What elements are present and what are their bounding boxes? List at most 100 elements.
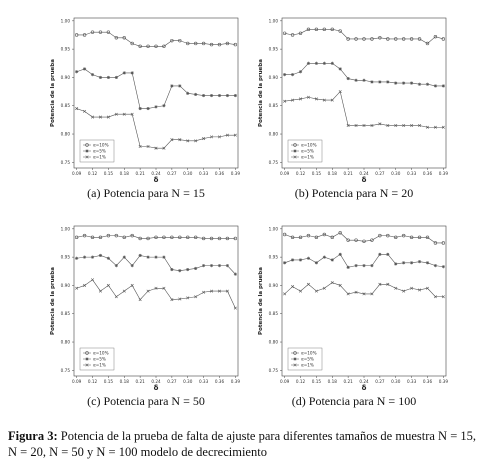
marker xyxy=(322,232,327,237)
marker xyxy=(85,357,89,361)
marker xyxy=(209,264,214,268)
marker xyxy=(401,233,406,238)
x-tick-label: 0.12 xyxy=(296,379,306,384)
legend-label: α=5% xyxy=(93,357,106,362)
marker xyxy=(378,252,382,256)
marker xyxy=(106,233,111,238)
marker xyxy=(402,81,406,85)
marker xyxy=(186,139,190,143)
marker xyxy=(146,255,150,259)
marker xyxy=(354,124,358,128)
y-tick-label: 0.75 xyxy=(61,160,71,165)
x-tick-label: 0.21 xyxy=(135,171,145,176)
marker xyxy=(394,262,398,266)
marker xyxy=(146,44,150,49)
marker xyxy=(122,255,126,259)
marker xyxy=(162,146,166,150)
marker xyxy=(378,36,382,40)
marker xyxy=(306,233,311,238)
x-tick-label: 0.33 xyxy=(199,171,209,176)
marker xyxy=(82,33,87,37)
x-tick-label: 0.36 xyxy=(215,379,225,384)
marker xyxy=(354,238,358,242)
marker xyxy=(233,133,237,137)
marker xyxy=(154,105,158,109)
y-tick-label: 0.80 xyxy=(61,132,71,137)
marker xyxy=(114,233,119,238)
marker xyxy=(130,71,134,75)
y-tick-label: 0.95 xyxy=(61,255,71,260)
x-tick-label: 0.12 xyxy=(88,171,98,176)
marker xyxy=(170,38,174,43)
marker xyxy=(209,93,214,98)
legend-label: α=10% xyxy=(301,351,317,356)
panel-caption: (a) Potencia para N = 15 xyxy=(87,186,205,200)
marker xyxy=(91,115,95,119)
marker xyxy=(293,155,297,159)
marker xyxy=(330,98,334,102)
marker xyxy=(75,256,79,260)
marker xyxy=(90,235,95,240)
marker xyxy=(106,256,110,260)
marker xyxy=(162,44,166,49)
marker xyxy=(425,261,430,265)
x-tick-label: 0.33 xyxy=(407,171,417,176)
marker xyxy=(98,75,103,80)
marker xyxy=(225,264,230,268)
marker xyxy=(233,236,238,241)
marker xyxy=(394,286,398,290)
marker xyxy=(170,235,174,240)
marker xyxy=(441,295,445,299)
marker xyxy=(330,258,334,262)
marker xyxy=(354,290,358,294)
marker xyxy=(85,351,89,355)
marker xyxy=(75,286,79,290)
marker xyxy=(386,80,390,84)
marker xyxy=(394,81,398,85)
marker xyxy=(293,149,297,153)
marker xyxy=(114,36,119,40)
marker xyxy=(210,135,214,139)
marker xyxy=(138,253,142,258)
marker xyxy=(386,124,390,128)
marker xyxy=(354,37,358,41)
marker xyxy=(441,265,445,269)
marker xyxy=(338,283,342,287)
marker xyxy=(154,255,158,259)
marker xyxy=(298,235,303,240)
marker xyxy=(418,288,422,292)
y-tick-label: 0.90 xyxy=(61,75,71,80)
y-axis-label: Potencia de la prueba xyxy=(258,59,264,127)
marker xyxy=(370,37,374,41)
marker xyxy=(225,93,230,98)
series-line xyxy=(284,29,444,44)
marker xyxy=(362,264,366,268)
marker xyxy=(370,124,374,128)
marker xyxy=(83,109,87,113)
marker xyxy=(362,239,366,243)
marker xyxy=(90,30,95,34)
marker xyxy=(130,283,134,287)
marker xyxy=(346,124,350,128)
marker xyxy=(418,124,422,128)
marker xyxy=(154,44,158,49)
marker xyxy=(410,124,414,128)
marker xyxy=(370,80,374,84)
marker xyxy=(370,264,374,268)
legend-label: α=5% xyxy=(93,149,106,154)
marker xyxy=(98,115,102,119)
marker xyxy=(299,97,303,101)
marker xyxy=(90,255,95,259)
marker xyxy=(162,104,166,108)
x-tick-label: 0.27 xyxy=(375,379,385,384)
marker xyxy=(394,37,398,41)
marker xyxy=(85,155,89,159)
x-tick-label: 0.24 xyxy=(151,379,161,384)
marker xyxy=(114,112,118,116)
marker xyxy=(346,265,350,269)
marker xyxy=(74,33,79,37)
legend-label: α=1% xyxy=(301,155,314,160)
marker xyxy=(378,233,382,238)
panel-caption: (b) Potencia para N = 20 xyxy=(295,186,413,200)
legend-label: α=1% xyxy=(301,363,314,368)
